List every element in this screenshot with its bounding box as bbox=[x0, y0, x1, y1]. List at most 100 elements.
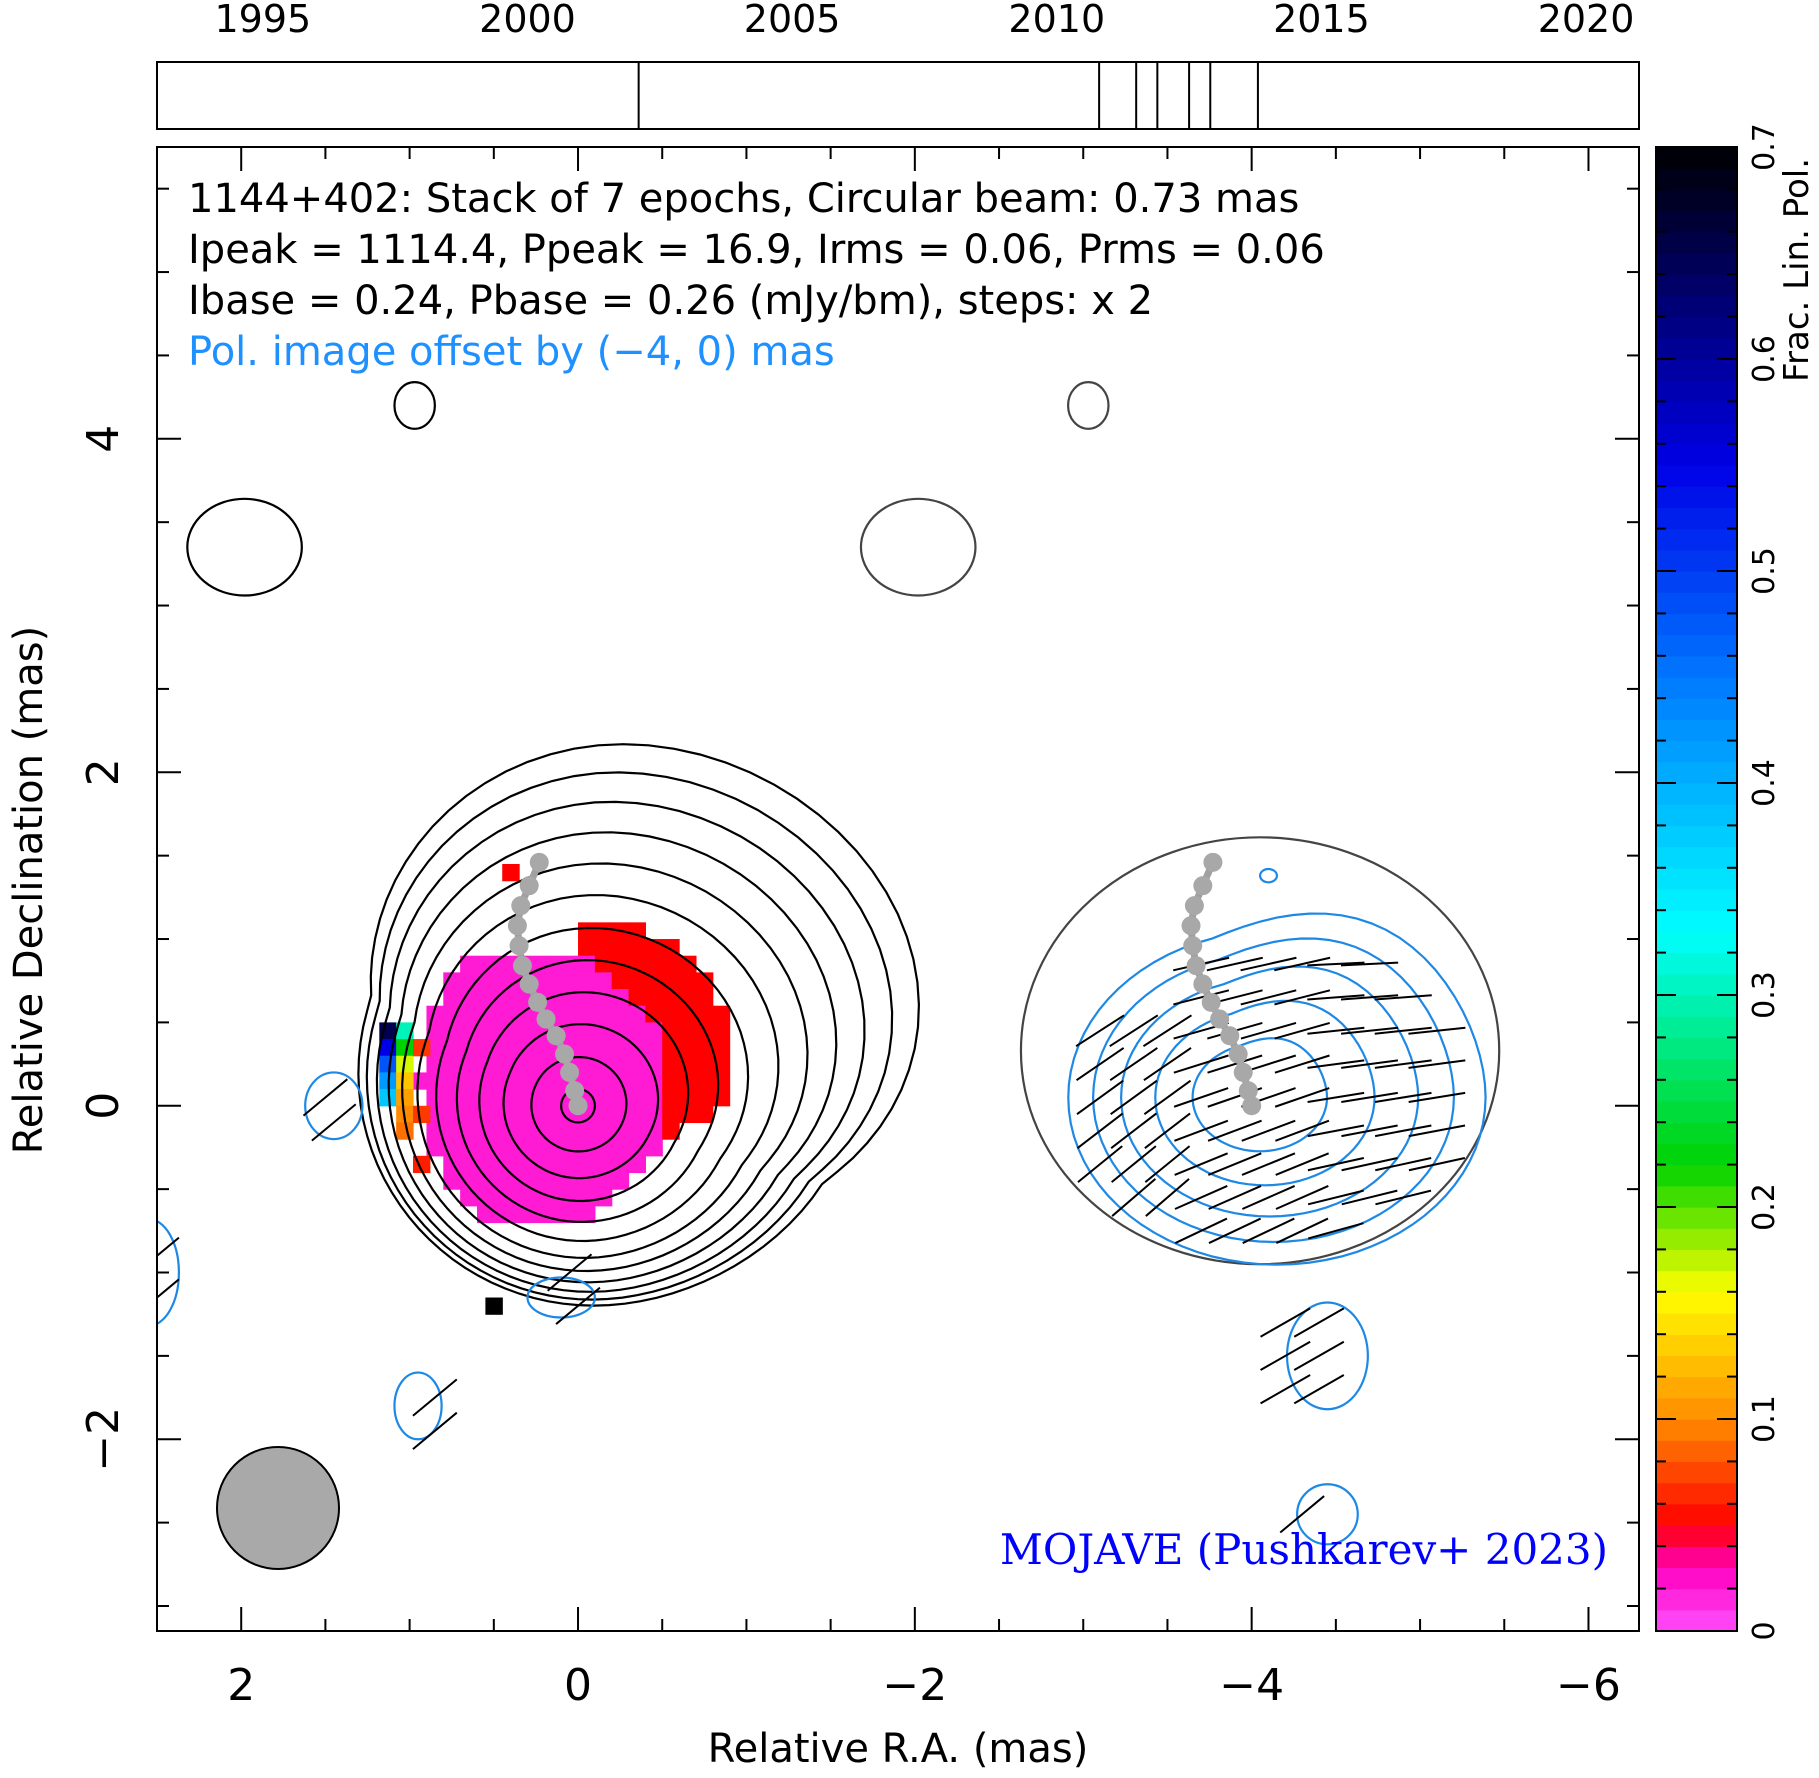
frac-pol-pixel bbox=[510, 1089, 529, 1107]
frac-pol-pixel bbox=[695, 1089, 714, 1107]
colorbar-band bbox=[1656, 592, 1737, 614]
jet-ridge-point-offset bbox=[1228, 1044, 1248, 1064]
colorbar-band bbox=[1656, 507, 1737, 530]
timeline-year-label: 2010 bbox=[1008, 0, 1105, 41]
frac-pol-pixel bbox=[460, 972, 478, 990]
frac-pol-pixel bbox=[476, 989, 495, 1007]
frac-pol-pixel bbox=[645, 989, 663, 1007]
frac-pol-pixel bbox=[594, 1139, 613, 1157]
jet-ridge-point-offset bbox=[1203, 852, 1223, 872]
colorbar-tick-label: 0.5 bbox=[1747, 547, 1782, 595]
evpa-sticks bbox=[157, 956, 1466, 1534]
frac-pol-pixel bbox=[628, 1089, 646, 1107]
colorbar-band bbox=[1656, 1419, 1737, 1441]
colorbar-band bbox=[1656, 825, 1737, 848]
frac-pol-pixel bbox=[679, 989, 697, 1007]
stokes-i-contour bbox=[502, 1023, 660, 1180]
frac-pol-pixel bbox=[578, 1039, 596, 1057]
frac-pol-pixel bbox=[527, 1105, 545, 1124]
evpa-stick bbox=[311, 1103, 357, 1142]
frac-pol-pixel bbox=[510, 1105, 529, 1124]
y-tick-label: 0 bbox=[78, 1092, 129, 1120]
colorbar-band bbox=[1656, 253, 1737, 275]
frac-pol-pixel bbox=[695, 1005, 714, 1023]
beam-ellipse bbox=[216, 1446, 340, 1570]
frac-pol-pixel bbox=[645, 1072, 663, 1090]
evpa-stick bbox=[1374, 1026, 1432, 1035]
plot-frame bbox=[156, 146, 1640, 1632]
colorbar-band bbox=[1656, 1567, 1737, 1590]
evpa-stick bbox=[1173, 1054, 1229, 1074]
jet-ridge-point-offset bbox=[1186, 956, 1206, 976]
frac-pol-pixel bbox=[443, 972, 461, 990]
frac-pol-pixel bbox=[561, 1005, 579, 1023]
evpa-stick bbox=[1109, 1047, 1158, 1082]
frac-pol-pixel bbox=[594, 922, 613, 940]
pol-island bbox=[1258, 867, 1279, 884]
colorbar-band bbox=[1656, 189, 1737, 212]
frac-pol-pixel bbox=[645, 1005, 663, 1023]
frac-pol-pixel bbox=[493, 1189, 512, 1207]
evpa-stick bbox=[1076, 1112, 1124, 1149]
colorbar-band bbox=[1656, 1016, 1737, 1038]
colorbar-band bbox=[1656, 210, 1737, 233]
jet-ridge-point bbox=[565, 1081, 585, 1101]
y-tick-label: 2 bbox=[78, 758, 129, 786]
colorbar-band bbox=[1656, 1461, 1737, 1484]
jet-ridge-point-offset bbox=[1193, 876, 1213, 896]
frac-pol-pixel bbox=[594, 955, 613, 973]
evpa-stick bbox=[1408, 1091, 1466, 1103]
frac-pol-pixel bbox=[460, 1072, 478, 1090]
evpa-stick bbox=[1241, 1119, 1296, 1142]
stokes-i-island bbox=[393, 381, 436, 430]
jet-ridge-point bbox=[568, 1096, 588, 1116]
frac-pol-pixel bbox=[628, 1055, 646, 1074]
colorbar-band bbox=[1656, 867, 1737, 890]
frac-pol-pixel bbox=[493, 1055, 512, 1074]
evpa-stick bbox=[1307, 994, 1365, 1001]
jet-ridge-point bbox=[555, 1044, 575, 1064]
frac-pol-pixel bbox=[645, 1105, 663, 1124]
pol-island bbox=[1296, 1483, 1359, 1546]
evpa-stick bbox=[1274, 1021, 1330, 1040]
evpa-stick bbox=[1173, 1087, 1229, 1108]
jet-ridge-point bbox=[519, 876, 539, 896]
frac-pol-pixel bbox=[396, 1072, 414, 1090]
frac-pol-pixel bbox=[460, 1189, 478, 1207]
colorbar-band bbox=[1656, 1270, 1737, 1293]
frac-pol-pixel bbox=[527, 1039, 545, 1057]
jet-ridge-point bbox=[512, 956, 532, 976]
frac-pol-pixel bbox=[578, 939, 596, 957]
frac-pol-pixel bbox=[578, 1205, 596, 1224]
evpa-stick bbox=[1341, 1059, 1399, 1069]
jet-ridge-point-offset bbox=[1201, 992, 1221, 1012]
x-tick-label: 2 bbox=[227, 1660, 255, 1711]
colorbar-gradient bbox=[1656, 147, 1737, 1632]
colorbar-band bbox=[1656, 846, 1737, 869]
y-tick-label: 4 bbox=[78, 425, 129, 453]
frac-pol-pixel bbox=[628, 1005, 646, 1023]
frac-pol-pixel bbox=[379, 1089, 397, 1107]
frac-pol-pixel bbox=[712, 1072, 731, 1090]
colorbar-band bbox=[1656, 1355, 1737, 1378]
evpa-stick bbox=[1275, 1185, 1329, 1210]
frac-pol-pixel bbox=[594, 1172, 613, 1190]
evpa-stick bbox=[1408, 1157, 1466, 1172]
frac-pol-pixel bbox=[594, 1105, 613, 1124]
frac-pol-pixel bbox=[662, 1122, 680, 1140]
evpa-stick bbox=[157, 1236, 180, 1258]
evpa-stick bbox=[1260, 1307, 1311, 1338]
evpa-stick bbox=[1275, 1119, 1330, 1142]
frac-pol-pixel bbox=[443, 1039, 461, 1057]
frac-pol-pixel bbox=[594, 939, 613, 957]
jet-ridge-point-offset bbox=[1183, 936, 1203, 956]
evpa-stick bbox=[1241, 1185, 1296, 1210]
pol-contour bbox=[1091, 937, 1456, 1244]
epoch-timeline: 1995 2000 2005 2010 2015 2020 bbox=[156, 0, 1640, 130]
frac-pol-pixel bbox=[662, 955, 680, 973]
stokes-i-island-offset bbox=[1066, 381, 1110, 430]
evpa-stick bbox=[1173, 989, 1230, 1006]
frac-pol-pixel bbox=[544, 1105, 562, 1124]
evpa-stick bbox=[1208, 1217, 1262, 1244]
frac-pol-pixel bbox=[527, 1055, 545, 1074]
